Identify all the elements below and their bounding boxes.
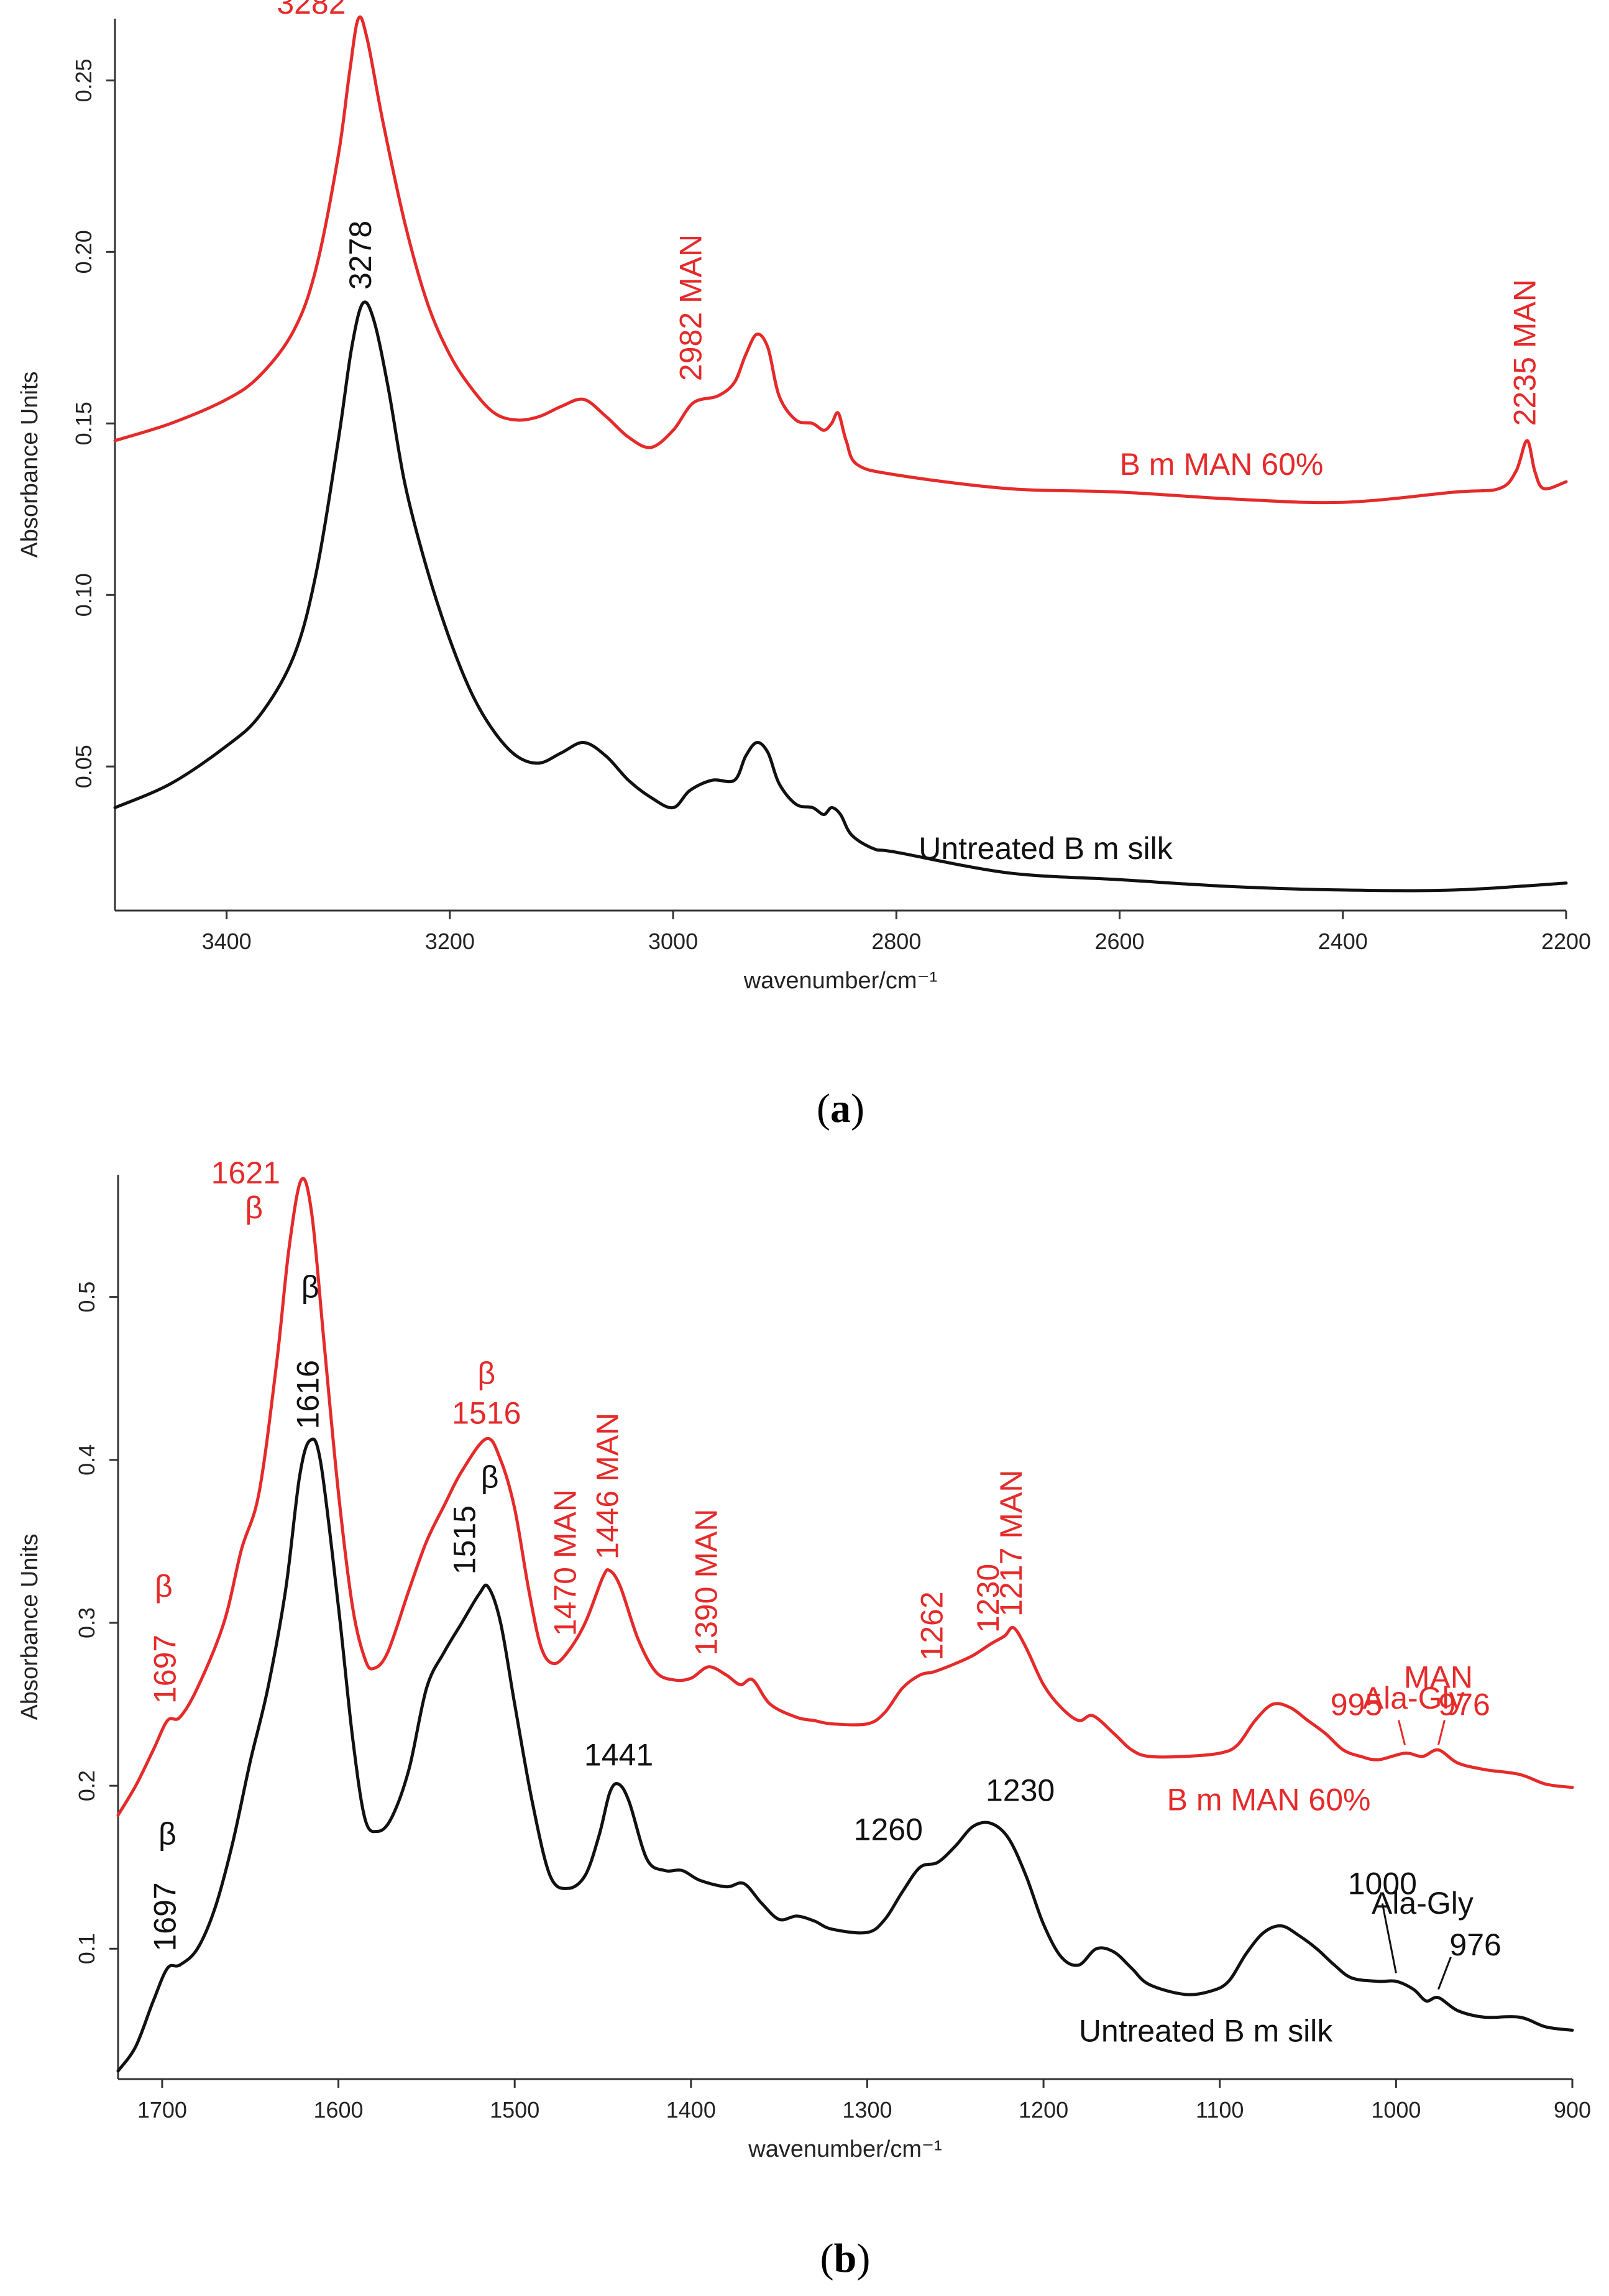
peak-annotation: 2982 MAN bbox=[674, 234, 708, 381]
peak-annotation: 3278 bbox=[343, 221, 378, 290]
x-tick-label: 1600 bbox=[313, 2097, 363, 2123]
peak-annotation: 3282 bbox=[277, 0, 346, 21]
x-tick-label: 2400 bbox=[1318, 929, 1368, 954]
series-line-untreated bbox=[116, 1437, 1574, 2073]
peak-annotation: 1262 bbox=[914, 1591, 949, 1660]
x-axis-label: wavenumber/cm⁻¹ bbox=[743, 968, 937, 994]
y-tick-label: 0.05 bbox=[71, 745, 96, 788]
peak-annotation: B m MAN 60% bbox=[1167, 1782, 1371, 1817]
annotation-leader-line bbox=[1398, 1720, 1406, 1745]
peak-annotation: β bbox=[477, 1356, 495, 1391]
x-tick-label: 900 bbox=[1554, 2097, 1591, 2123]
peak-annotation: 1446 MAN bbox=[590, 1413, 625, 1559]
peak-annotation: β bbox=[301, 1269, 319, 1304]
series-line-untreated bbox=[113, 300, 1568, 893]
x-tick-label: 3200 bbox=[425, 929, 475, 954]
peak-annotation: 2235 MAN bbox=[1507, 279, 1542, 426]
peak-annotation: 1000 bbox=[1348, 1867, 1417, 1901]
x-tick-label: 1500 bbox=[490, 2097, 539, 2123]
peak-annotation: 1470 MAN bbox=[548, 1489, 582, 1636]
y-tick-label: 0.20 bbox=[71, 230, 96, 273]
y-tick-label: 0.4 bbox=[74, 1444, 99, 1476]
peak-annotation: 1516 bbox=[452, 1396, 521, 1431]
x-tick-label: 1700 bbox=[137, 2097, 187, 2123]
peak-annotation: 995 bbox=[1331, 1687, 1382, 1722]
x-tick-label: 2800 bbox=[871, 929, 921, 954]
x-tick-label: 3000 bbox=[648, 929, 698, 954]
y-tick-label: 0.1 bbox=[74, 1933, 99, 1964]
annotation-leader-line bbox=[1437, 1720, 1446, 1745]
x-tick-label: 1100 bbox=[1196, 2097, 1244, 2123]
x-tick-label: 3400 bbox=[202, 929, 252, 954]
peak-annotation: MAN bbox=[1404, 1660, 1473, 1694]
peak-annotation: 1390 MAN bbox=[689, 1508, 723, 1655]
panel-label: (a) bbox=[817, 1086, 864, 1131]
peak-annotation: 1621 bbox=[211, 1155, 280, 1190]
series-line-treated bbox=[116, 1177, 1574, 1817]
peak-annotation: 1515 bbox=[447, 1505, 482, 1574]
panel-b: 1700 1600 1500 1400 1300 1200 1100 1000 900 0.1 0.… bbox=[17, 1155, 1591, 2281]
y-tick-label: 0.15 bbox=[71, 402, 96, 445]
series-line-treated bbox=[113, 15, 1568, 505]
annotation-leader-line bbox=[1381, 1903, 1397, 1973]
y-axis-label: Absorbance Units bbox=[17, 372, 43, 558]
peak-annotation: 1217 MAN bbox=[994, 1470, 1029, 1617]
peak-annotation: 976 bbox=[1438, 1687, 1490, 1722]
x-tick-label: 1300 bbox=[842, 2097, 892, 2123]
peak-annotation: 1616 bbox=[290, 1360, 325, 1429]
y-tick-label: 0.10 bbox=[71, 573, 96, 617]
annotation-leader-line bbox=[1437, 1957, 1452, 1990]
peak-annotation: β bbox=[155, 1569, 173, 1604]
x-tick-label: 2600 bbox=[1094, 929, 1144, 954]
peak-annotation: 1697 bbox=[148, 1635, 183, 1704]
peak-annotation: β bbox=[481, 1459, 499, 1494]
peak-annotation: β bbox=[245, 1190, 263, 1225]
panel-label: (b) bbox=[820, 2236, 871, 2281]
peak-annotation: Untreated B m silk bbox=[919, 831, 1173, 866]
x-tick-label: 1200 bbox=[1019, 2097, 1068, 2123]
x-tick-label: 1400 bbox=[666, 2097, 716, 2123]
x-tick-label: 1000 bbox=[1371, 2097, 1421, 2123]
peak-annotation: 1230 bbox=[986, 1773, 1055, 1807]
peak-annotation: 1697 bbox=[148, 1882, 183, 1951]
peak-annotation: B m MAN 60% bbox=[1120, 447, 1324, 482]
peak-annotation: 1260 bbox=[854, 1812, 923, 1847]
peak-annotation: 1230 bbox=[971, 1564, 1006, 1633]
x-axis-label: wavenumber/cm⁻¹ bbox=[748, 2136, 942, 2162]
peak-annotation: 976 bbox=[1449, 1927, 1501, 1962]
y-tick-label: 0.5 bbox=[74, 1282, 99, 1313]
peak-annotation: Ala-Gly bbox=[1372, 1886, 1474, 1921]
panel-a: 3400 3200 3000 2800 2600 2400 2200 0.05 0.10 0.15… bbox=[17, 0, 1591, 1131]
y-tick-label: 0.2 bbox=[74, 1770, 99, 1801]
peak-annotation: 1441 bbox=[584, 1737, 653, 1772]
y-tick-label: 0.3 bbox=[74, 1607, 99, 1638]
y-tick-label: 0.25 bbox=[71, 58, 96, 102]
peak-annotation: Ala-Gly bbox=[1363, 1681, 1465, 1715]
y-axis-label: Absorbance Units bbox=[17, 1534, 43, 1720]
x-tick-label: 2200 bbox=[1541, 929, 1591, 954]
peak-annotation: β bbox=[158, 1816, 176, 1851]
peak-annotation: Untreated B m silk bbox=[1079, 2014, 1333, 2049]
